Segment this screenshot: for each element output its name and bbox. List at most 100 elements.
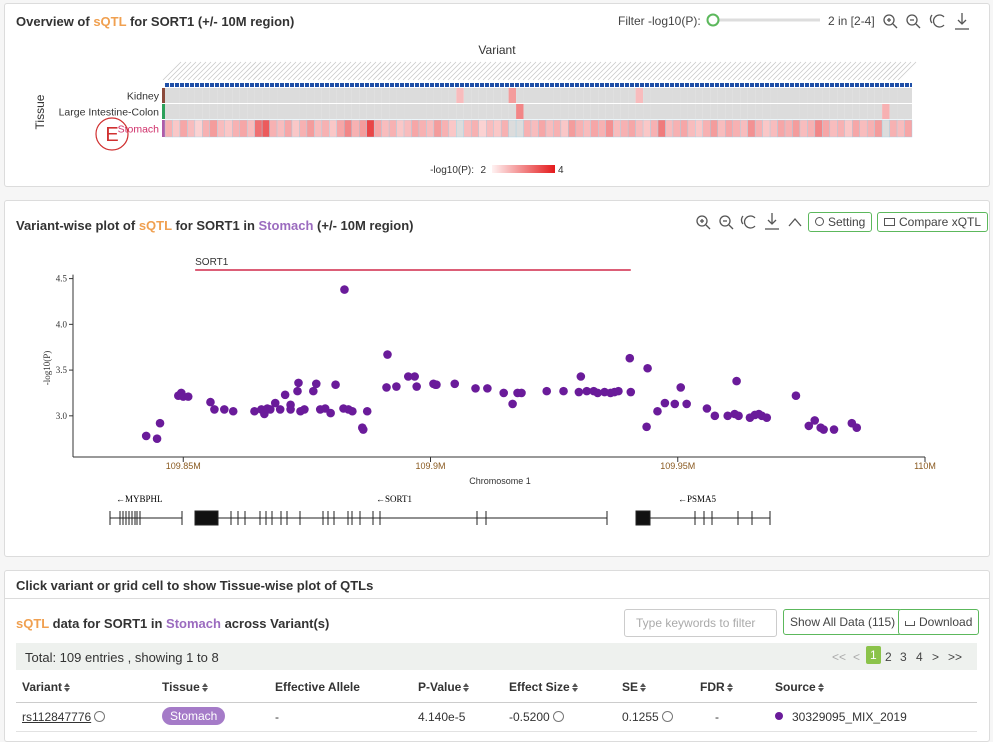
heat-cell bbox=[478, 88, 487, 103]
heat-cell bbox=[194, 88, 203, 103]
page-link[interactable]: 1 bbox=[866, 646, 881, 664]
header-text: P-Value bbox=[418, 680, 462, 694]
table-cell[interactable]: rs112847776 bbox=[22, 710, 106, 724]
column-header[interactable]: Variant bbox=[22, 680, 71, 694]
variant-tick bbox=[872, 61, 892, 81]
point bbox=[410, 372, 419, 381]
colorbar-label: -log10(P): bbox=[430, 165, 474, 176]
point bbox=[626, 387, 636, 397]
variant-tick bbox=[327, 61, 347, 81]
heat-cell bbox=[583, 119, 591, 138]
variant-tick bbox=[827, 61, 847, 81]
button-label: Compare xQTL bbox=[899, 215, 982, 229]
variant-tick bbox=[162, 61, 182, 81]
heat-cell bbox=[217, 119, 225, 138]
heat-cell bbox=[493, 119, 502, 138]
heat-cell bbox=[538, 104, 546, 119]
variant-tick bbox=[582, 61, 602, 81]
heat-cell bbox=[568, 88, 576, 103]
heat-cell bbox=[262, 88, 270, 103]
heat-cell bbox=[807, 119, 816, 138]
heat-cell bbox=[232, 119, 240, 138]
cell-text[interactable]: rs112847776 bbox=[22, 710, 92, 724]
column-header[interactable]: Source bbox=[775, 680, 824, 694]
colorbar bbox=[492, 165, 555, 173]
heat-cell bbox=[209, 88, 218, 103]
row-rule bbox=[16, 731, 977, 732]
point bbox=[642, 422, 651, 432]
header-text: FDR bbox=[700, 680, 725, 694]
point bbox=[383, 350, 392, 359]
heat-cell bbox=[433, 104, 442, 119]
point bbox=[183, 392, 193, 401]
heat-cell bbox=[852, 104, 860, 119]
variant-tick bbox=[627, 61, 647, 81]
heat-cell bbox=[426, 88, 434, 103]
compare-button[interactable]: Compare xQTL bbox=[877, 212, 989, 232]
filter-input[interactable]: Type keywords to filter bbox=[624, 609, 777, 637]
column-header[interactable]: P-Value bbox=[418, 680, 470, 694]
heat-cell bbox=[866, 119, 875, 138]
heat-cell bbox=[822, 119, 831, 138]
heat-cell bbox=[366, 104, 375, 119]
heat-cell bbox=[859, 88, 868, 103]
heat-cell bbox=[590, 104, 599, 119]
heat-cell bbox=[314, 88, 322, 103]
download-button[interactable]: Download bbox=[898, 609, 980, 635]
variant-tick bbox=[792, 61, 812, 81]
heat-cell bbox=[254, 88, 263, 103]
heat-cell bbox=[665, 88, 673, 103]
variant-tick bbox=[382, 61, 402, 81]
point bbox=[576, 372, 586, 381]
heat-cell bbox=[306, 104, 315, 119]
point bbox=[574, 387, 584, 397]
page-link[interactable]: < bbox=[853, 650, 861, 664]
heat-cell bbox=[276, 119, 285, 138]
variant-tick bbox=[292, 61, 312, 81]
heat-cell bbox=[747, 104, 756, 119]
point bbox=[517, 388, 526, 398]
page-link[interactable]: >> bbox=[948, 650, 963, 664]
column-header[interactable]: SE bbox=[622, 680, 647, 694]
point bbox=[702, 404, 712, 413]
plot-tools[interactable] bbox=[696, 213, 802, 230]
info-icon[interactable] bbox=[94, 711, 106, 722]
filter-slider[interactable] bbox=[706, 13, 821, 27]
heat-cell bbox=[523, 119, 532, 138]
page-link[interactable]: 4 bbox=[916, 650, 923, 664]
info-icon[interactable] bbox=[552, 711, 564, 722]
column-header[interactable]: Effective Allele bbox=[275, 680, 360, 694]
heat-cell bbox=[381, 104, 390, 119]
overview-tools[interactable] bbox=[883, 13, 969, 30]
row-color bbox=[162, 120, 165, 137]
show-all-button[interactable]: Show All Data (115) bbox=[783, 609, 903, 635]
heat-cell bbox=[471, 88, 479, 103]
page-link[interactable]: << bbox=[832, 650, 847, 664]
setting-button[interactable]: Setting bbox=[808, 212, 873, 232]
page-link[interactable]: 3 bbox=[900, 650, 907, 664]
variant-tick bbox=[767, 61, 787, 81]
info-icon[interactable] bbox=[661, 711, 673, 722]
heat-cell bbox=[695, 119, 704, 138]
table-toolbar bbox=[16, 643, 977, 670]
heat-cell bbox=[187, 119, 196, 138]
variant-tick bbox=[437, 61, 457, 81]
page-link[interactable]: 2 bbox=[885, 650, 892, 664]
column-header[interactable]: Effect Size bbox=[509, 680, 578, 694]
cell-text: -0.5200 bbox=[509, 710, 550, 724]
variant-tick bbox=[462, 61, 482, 81]
heat-cell bbox=[209, 119, 218, 138]
heat-cell bbox=[246, 119, 255, 138]
column-header[interactable]: Tissue bbox=[162, 680, 208, 694]
column-header[interactable]: FDR bbox=[700, 680, 733, 694]
heat-cell bbox=[710, 88, 718, 103]
heat-cell bbox=[852, 88, 860, 103]
heat-cell bbox=[388, 119, 397, 138]
page-link[interactable]: > bbox=[932, 650, 940, 664]
heat-cell bbox=[635, 119, 644, 138]
heat-cell bbox=[441, 88, 449, 103]
cell-text: Stomach bbox=[170, 709, 218, 723]
heat-cell bbox=[172, 88, 180, 103]
heat-cell bbox=[194, 119, 203, 138]
